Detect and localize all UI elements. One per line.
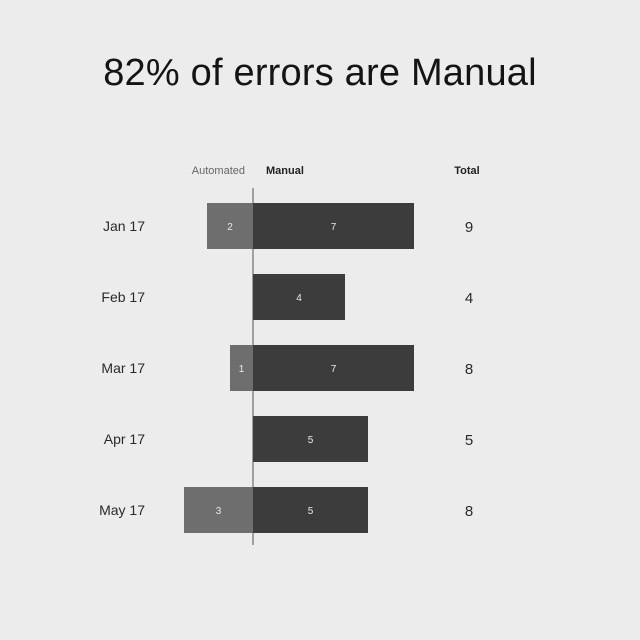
manual-value-may-17: 5 <box>308 506 314 517</box>
header-automated: Automated <box>192 165 245 177</box>
header-total: Total <box>454 165 479 177</box>
header-manual: Manual <box>266 165 304 177</box>
bar-rows: Jan 17 2 7 9 Feb 17 4 4 Mar 17 1 7 8 Apr 17 5 5 May 17… <box>99 203 473 533</box>
manual-value-feb-17: 4 <box>296 293 302 304</box>
manual-bar-apr-17 <box>253 416 368 462</box>
category-label-mar-17: Mar 17 <box>101 360 145 376</box>
category-label-apr-17: Apr 17 <box>104 431 145 447</box>
total-value-apr-17: 5 <box>465 432 473 449</box>
total-value-jan-17: 9 <box>465 219 473 236</box>
category-label-may-17: May 17 <box>99 502 145 518</box>
total-value-may-17: 8 <box>465 503 473 520</box>
manual-bar-mar-17 <box>253 345 414 391</box>
automated-value-mar-17: 1 <box>239 364 245 375</box>
automated-value-may-17: 3 <box>216 506 222 517</box>
manual-value-mar-17: 7 <box>331 364 337 375</box>
category-label-jan-17: Jan 17 <box>103 218 145 234</box>
automated-bar-jan-17 <box>207 203 253 249</box>
manual-bar-jan-17 <box>253 203 414 249</box>
chart-title: 82% of errors are Manual <box>103 52 537 94</box>
total-value-feb-17: 4 <box>465 290 473 307</box>
automated-bar-mar-17 <box>230 345 253 391</box>
manual-bar-feb-17 <box>253 274 345 320</box>
category-label-feb-17: Feb 17 <box>101 289 145 305</box>
automated-value-jan-17: 2 <box>227 222 233 233</box>
manual-bar-may-17 <box>253 487 368 533</box>
manual-value-jan-17: 7 <box>331 222 337 233</box>
total-value-mar-17: 8 <box>465 361 473 378</box>
manual-value-apr-17: 5 <box>308 435 314 446</box>
automated-bar-may-17 <box>184 487 253 533</box>
